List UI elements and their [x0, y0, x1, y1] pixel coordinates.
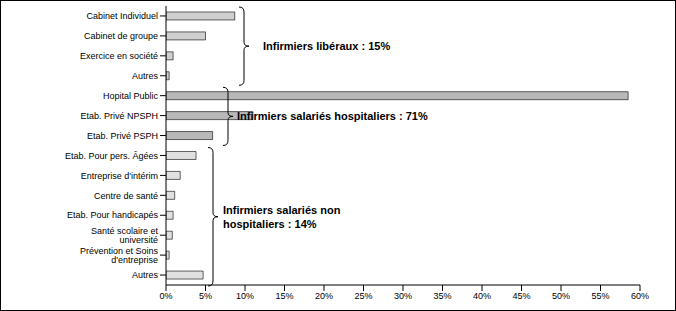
- svg-text:30%: 30%: [394, 291, 412, 301]
- svg-text:Autres: Autres: [132, 270, 159, 280]
- svg-text:Hopital Public: Hopital Public: [103, 91, 159, 101]
- svg-text:20%: 20%: [315, 291, 333, 301]
- svg-text:45%: 45%: [512, 291, 530, 301]
- svg-text:Cabinet de groupe: Cabinet de groupe: [84, 31, 158, 41]
- html-text:Infirmiers libéraux : 15%: Infirmiers libéraux : 15%: [263, 40, 391, 53]
- svg-text:Centre de santé: Centre de santé: [94, 191, 158, 201]
- svg-text:Etab. Pour handicapés: Etab. Pour handicapés: [67, 210, 159, 220]
- html-text:Infirmiers salariés hospitalie: Infirmiers salariés hospitaliers : 71%: [237, 110, 428, 123]
- svg-text:50%: 50%: [552, 291, 570, 301]
- html-text:Infirmiers salariés non hospit: Infirmiers salariés non hospitaliers : 1…: [223, 203, 341, 230]
- svg-text:35%: 35%: [433, 291, 451, 301]
- svg-text:Autres: Autres: [132, 71, 159, 81]
- svg-text:Etab. Privé NPSPH: Etab. Privé NPSPH: [80, 111, 158, 121]
- svg-text:Cabinet Individuel: Cabinet Individuel: [86, 11, 158, 21]
- svg-text:15%: 15%: [275, 291, 293, 301]
- svg-text:Etab. Privé PSPH: Etab. Privé PSPH: [87, 131, 158, 141]
- svg-text:40%: 40%: [473, 291, 491, 301]
- svg-text:0%: 0%: [159, 291, 172, 301]
- svg-text:Entreprise d'intérim: Entreprise d'intérim: [81, 171, 158, 181]
- svg-text:10%: 10%: [236, 291, 254, 301]
- svg-text:Santé scolaire etuniversité: Santé scolaire etuniversité: [91, 226, 159, 245]
- svg-text:5%: 5%: [199, 291, 212, 301]
- svg-text:25%: 25%: [354, 291, 372, 301]
- svg-text:Etab. Pour pers. Âgées: Etab. Pour pers. Âgées: [65, 151, 159, 161]
- svg-text:60%: 60%: [631, 291, 649, 301]
- svg-text:Prévention et Soinsd'entrepris: Prévention et Soinsd'entreprise: [80, 246, 159, 265]
- svg-text:Exercice en société: Exercice en société: [80, 51, 158, 61]
- svg-text:55%: 55%: [591, 291, 609, 301]
